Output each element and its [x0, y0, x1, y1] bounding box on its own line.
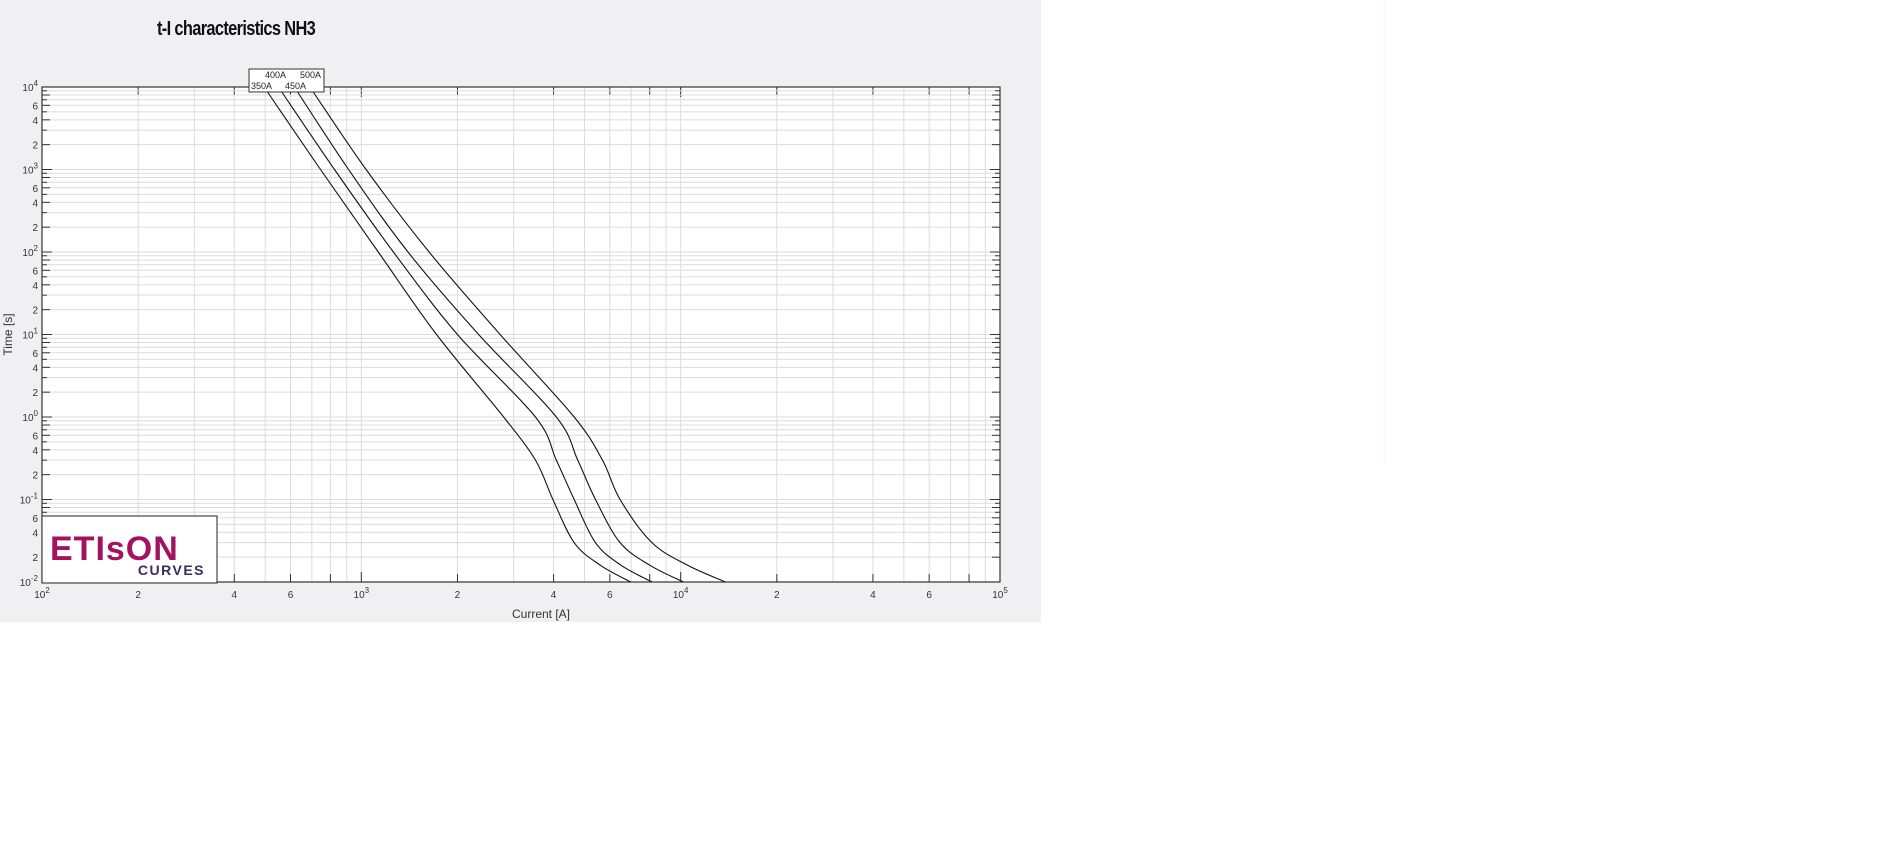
y-tick-label: 2 [32, 141, 38, 152]
logo-main-text: ETIsON [50, 530, 179, 568]
x-tick-label: 2 [135, 590, 141, 601]
y-tick-label: 100 [22, 409, 38, 424]
y-tick-label: 10-1 [20, 492, 39, 507]
x-tick-label: 6 [288, 590, 294, 601]
y-tick-label: 4 [32, 363, 38, 374]
y-tick-label: 4 [32, 446, 38, 457]
legend-label-400A: 400A [265, 70, 286, 80]
y-tick-label: 4 [32, 198, 38, 209]
x-tick-label: 4 [870, 590, 876, 601]
y-tick-label: 102 [22, 244, 38, 259]
x-tick-label: 104 [673, 586, 689, 601]
curve-450A [293, 86, 684, 582]
y-tick-label: 2 [32, 223, 38, 234]
y-tick-label: 2 [32, 306, 38, 317]
x-axis-label: Current [A] [512, 607, 570, 621]
divider-line [1385, 0, 1386, 463]
y-tick-label: 2 [32, 553, 38, 564]
y-tick-label: 4 [32, 528, 38, 539]
y-tick-label: 101 [22, 327, 38, 342]
x-tick-label: 4 [551, 590, 557, 601]
logo-sub-text: CURVES [138, 562, 205, 578]
y-tick-label: 6 [32, 101, 38, 112]
legend-label-450A: 450A [285, 81, 306, 91]
y-tick-label: 104 [22, 79, 38, 94]
legend-label-350A: 350A [251, 81, 272, 91]
chart-title: t-I characteristics NH3 [157, 18, 316, 40]
x-tick-label: 4 [231, 590, 237, 601]
curve-350A [263, 86, 631, 582]
y-tick-label: 6 [32, 184, 38, 195]
logo-box [41, 515, 218, 584]
x-tick-label: 102 [34, 586, 50, 601]
x-tick-label: 6 [607, 590, 613, 601]
x-tick-label: 2 [455, 590, 461, 601]
y-tick-label: 103 [22, 162, 38, 177]
plot-frame [41, 86, 1001, 583]
curve-400A [277, 86, 653, 582]
y-tick-label: 4 [32, 281, 38, 292]
legend-box [248, 68, 325, 93]
x-tick-label: 103 [354, 586, 370, 601]
y-tick-label: 6 [32, 266, 38, 277]
y-tick-label: 10-2 [20, 574, 39, 589]
y-tick-label: 6 [32, 514, 38, 525]
x-tick-label: 2 [774, 590, 780, 601]
y-tick-label: 4 [32, 116, 38, 127]
x-tick-label: 105 [992, 586, 1008, 601]
y-tick-label: 2 [32, 388, 38, 399]
y-axis-label: Time [s] [1, 313, 15, 355]
tI-chart: 102 2 4 6 103 2 4 6 104 2 4 6 105 104 6 4 2 103 6 4 2 102 6 4 2 1… [1, 68, 1008, 621]
curve-500A [309, 86, 726, 582]
y-tick-label: 6 [32, 349, 38, 360]
y-tick-label: 6 [32, 431, 38, 442]
x-tick-label: 6 [926, 590, 932, 601]
legend-label-500A: 500A [300, 70, 321, 80]
y-tick-label: 2 [32, 471, 38, 482]
